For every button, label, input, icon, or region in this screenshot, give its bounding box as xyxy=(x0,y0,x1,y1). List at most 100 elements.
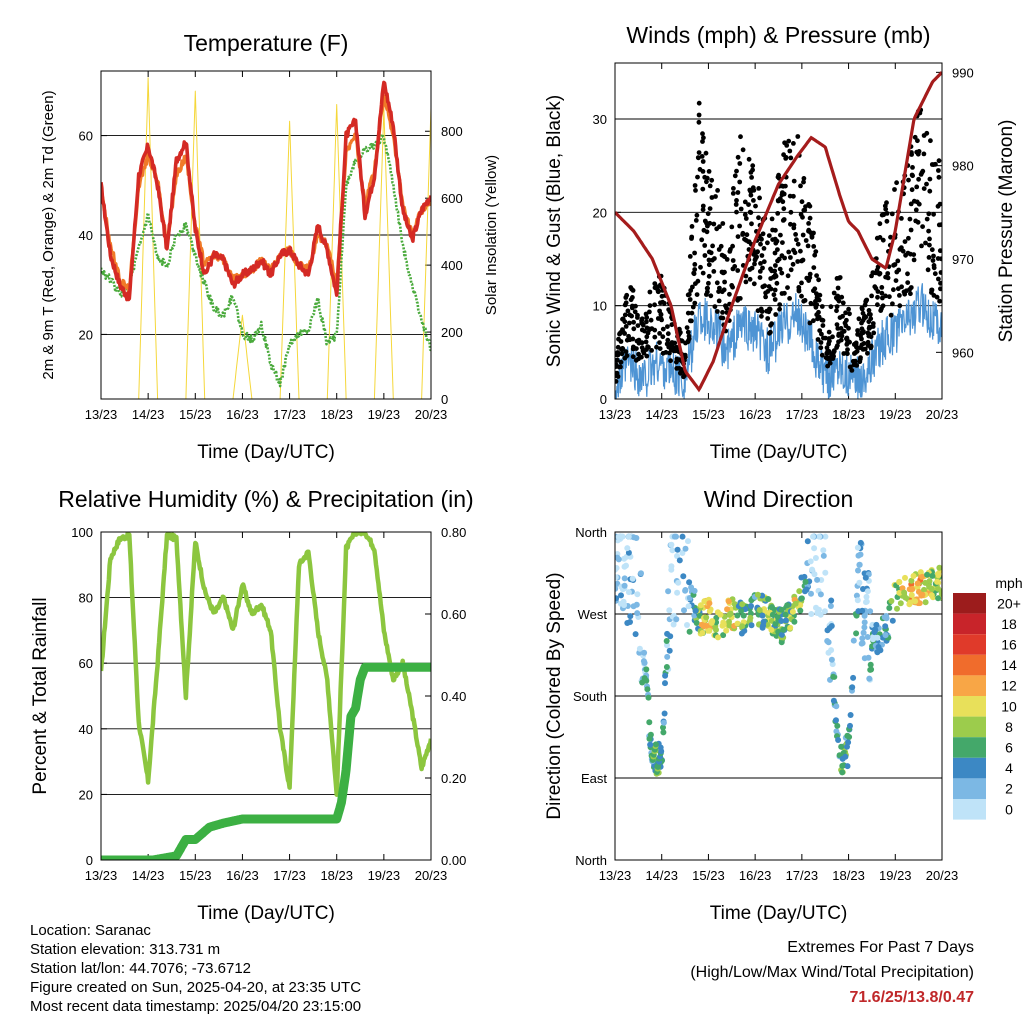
y-axis-label-right: Station Pressure (Maroon) xyxy=(996,120,1017,343)
gust-point xyxy=(926,211,932,217)
gust-point xyxy=(730,191,736,196)
gust-point xyxy=(767,330,772,336)
gust-point xyxy=(780,183,786,189)
gust-point xyxy=(692,300,698,306)
gust-point xyxy=(781,152,786,158)
direction-point xyxy=(759,612,766,619)
direction-point xyxy=(660,724,666,731)
gust-point xyxy=(891,262,896,268)
colorbar-unit-label: mph xyxy=(995,575,1022,591)
gust-point xyxy=(615,379,619,384)
gust-point xyxy=(761,246,767,251)
gust-point xyxy=(722,254,727,260)
gust-point xyxy=(660,299,665,305)
direction-point xyxy=(792,600,799,607)
gust-point xyxy=(705,211,711,217)
gust-point xyxy=(743,279,749,285)
gust-point xyxy=(925,267,931,273)
gust-point xyxy=(781,191,787,197)
gust-point xyxy=(812,252,818,258)
direction-point xyxy=(822,533,829,540)
gust-point xyxy=(750,163,756,169)
gust-point xyxy=(735,190,741,195)
gust-point xyxy=(738,206,744,212)
gust-point xyxy=(926,228,931,234)
direction-point xyxy=(621,575,628,582)
gust-point xyxy=(689,318,694,324)
gust-point xyxy=(865,343,871,348)
y-tick-label-right: 980 xyxy=(952,159,974,174)
gust-point xyxy=(667,350,672,356)
gust-point xyxy=(704,175,710,181)
direction-point xyxy=(625,533,632,540)
gust-point xyxy=(937,298,942,304)
gust-point xyxy=(892,187,897,192)
gust-point xyxy=(628,297,634,303)
direction-point xyxy=(727,610,734,617)
gust-point xyxy=(692,262,698,267)
gust-point xyxy=(919,243,924,249)
gust-point xyxy=(737,161,743,166)
x-tick-label: 20/23 xyxy=(926,407,959,422)
gust-point xyxy=(643,311,649,317)
plot-frame xyxy=(100,70,432,400)
gust-point xyxy=(806,221,811,226)
gust-point xyxy=(706,169,712,174)
gust-point xyxy=(639,316,645,322)
gust-point xyxy=(720,310,725,315)
gust-point xyxy=(924,130,930,136)
direction-point xyxy=(853,630,860,637)
gust-point xyxy=(899,216,904,221)
gust-point xyxy=(735,154,741,160)
direction-point xyxy=(812,555,819,561)
gust-point xyxy=(779,270,785,276)
gust-point xyxy=(655,316,661,321)
x-tick-label: 19/23 xyxy=(879,868,912,883)
direction-point xyxy=(919,573,926,580)
gust-point xyxy=(688,288,694,293)
gust-point xyxy=(763,290,768,296)
gust-point xyxy=(708,250,714,256)
gust-point xyxy=(693,188,698,193)
direction-point xyxy=(709,618,716,625)
direction-point xyxy=(873,621,880,628)
gust-point xyxy=(737,179,743,185)
y-tick-label: 60 xyxy=(79,129,93,144)
gust-point xyxy=(678,366,684,372)
gust-point xyxy=(696,119,702,125)
gust-point xyxy=(652,302,657,308)
gust-point xyxy=(827,338,832,344)
x-tick-label: 17/23 xyxy=(786,868,819,883)
direction-point xyxy=(778,618,785,624)
direction-point xyxy=(621,602,627,609)
direction-point xyxy=(857,539,864,546)
gust-point xyxy=(796,285,802,290)
gust-point xyxy=(775,174,781,180)
direction-point xyxy=(808,611,815,617)
y-tick-label-right: 600 xyxy=(441,191,463,206)
gust-point xyxy=(923,240,928,246)
gust-point xyxy=(668,347,674,352)
gust-point xyxy=(644,319,649,325)
x-tick-label: 16/23 xyxy=(226,868,259,883)
direction-point xyxy=(849,684,856,691)
gust-point xyxy=(936,276,941,282)
gust-point xyxy=(915,138,920,144)
direction-point xyxy=(907,599,914,606)
direction-point xyxy=(866,675,873,682)
gust-point xyxy=(681,374,686,380)
gust-point xyxy=(624,353,630,359)
direction-point xyxy=(850,637,857,644)
direction-point xyxy=(856,579,863,586)
gust-point xyxy=(840,300,846,306)
gust-point xyxy=(775,211,781,216)
plot-frame xyxy=(614,62,943,400)
gust-point xyxy=(665,331,671,337)
gust-point xyxy=(785,285,790,290)
gust-point xyxy=(618,359,624,365)
direction-point xyxy=(641,649,648,656)
direction-point xyxy=(615,585,619,592)
direction-point xyxy=(699,630,706,636)
direction-point xyxy=(807,558,814,565)
x-tick-label: 18/23 xyxy=(832,407,865,422)
